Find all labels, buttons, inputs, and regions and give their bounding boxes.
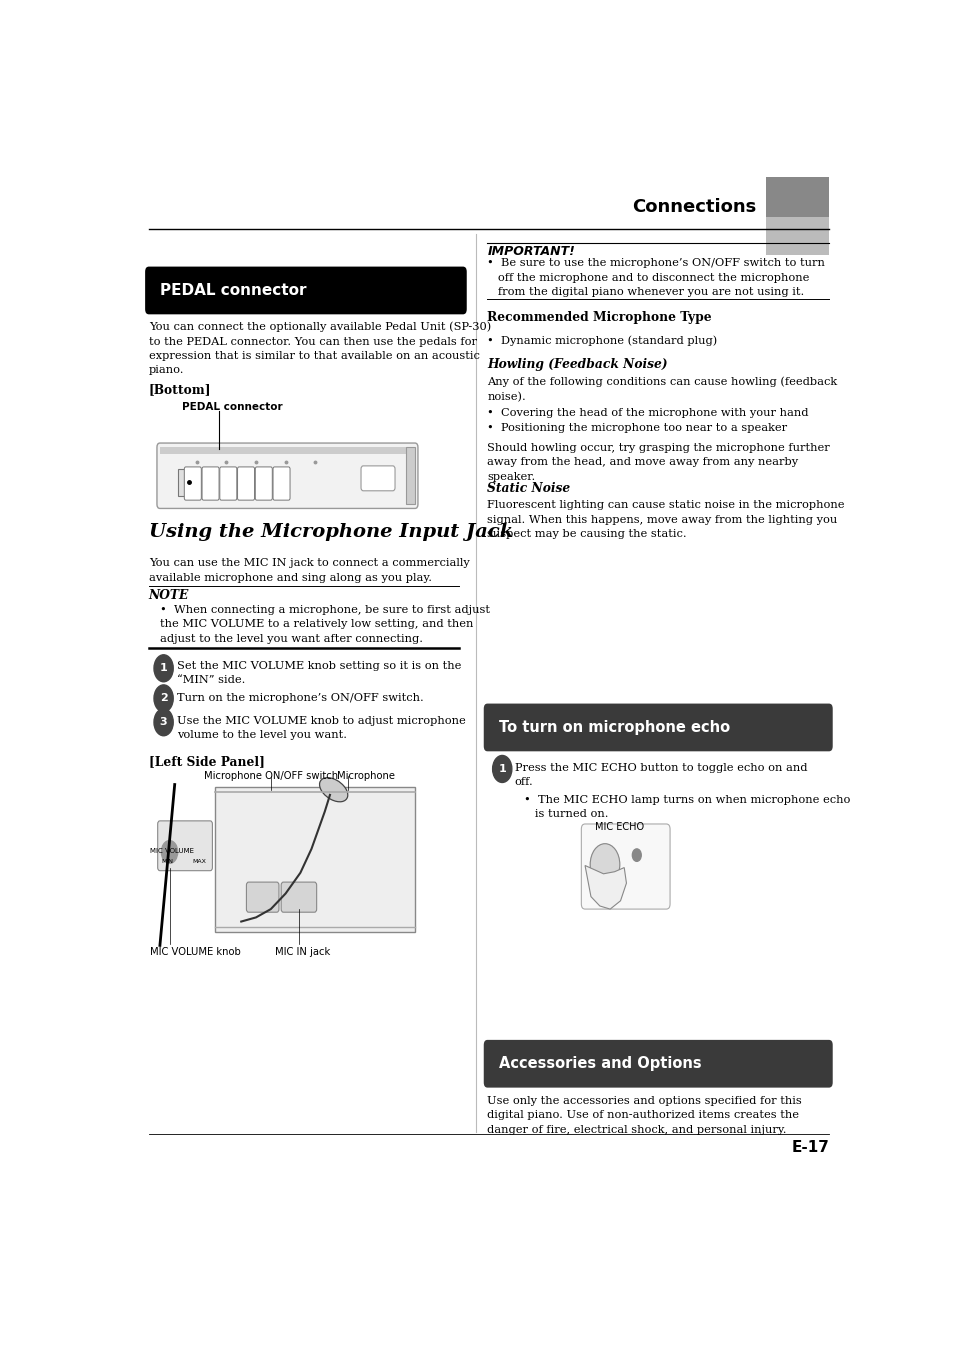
Text: 1: 1 <box>159 663 168 673</box>
Text: Use the MIC VOLUME knob to adjust microphone
volume to the level you want.: Use the MIC VOLUME knob to adjust microp… <box>176 716 465 740</box>
FancyBboxPatch shape <box>145 267 466 314</box>
Circle shape <box>161 841 177 864</box>
Text: Should howling occur, try grasping the microphone further
away from the head, an: Should howling occur, try grasping the m… <box>487 443 829 481</box>
FancyBboxPatch shape <box>219 466 236 500</box>
Circle shape <box>632 849 640 861</box>
Text: •  Covering the head of the microphone with your hand: • Covering the head of the microphone wi… <box>487 407 808 418</box>
Text: Microphone ON/OFF switch: Microphone ON/OFF switch <box>204 771 338 780</box>
FancyBboxPatch shape <box>273 466 290 500</box>
Text: Connections: Connections <box>632 198 756 217</box>
Text: Any of the following conditions can cause howling (feedback
noise).: Any of the following conditions can caus… <box>487 376 837 402</box>
Text: •  When connecting a microphone, be sure to first adjust
the MIC VOLUME to a rel: • When connecting a microphone, be sure … <box>160 605 490 644</box>
Text: [Bottom]: [Bottom] <box>149 383 212 396</box>
Text: To turn on microphone echo: To turn on microphone echo <box>498 720 729 735</box>
Text: You can use the MIC IN jack to connect a commercially
available microphone and s: You can use the MIC IN jack to connect a… <box>149 558 469 582</box>
Text: Turn on the microphone’s ON/OFF switch.: Turn on the microphone’s ON/OFF switch. <box>176 693 423 704</box>
FancyBboxPatch shape <box>483 704 832 751</box>
Text: Howling (Feedback Noise): Howling (Feedback Noise) <box>487 359 667 371</box>
Text: You can connect the optionally available Pedal Unit (SP-30)
to the PEDAL connect: You can connect the optionally available… <box>149 322 491 375</box>
Text: [Left Side Panel]: [Left Side Panel] <box>149 755 264 768</box>
Text: Press the MIC ECHO button to toggle echo on and
off.: Press the MIC ECHO button to toggle echo… <box>515 763 806 787</box>
Text: Using the Microphone Input Jack: Using the Microphone Input Jack <box>149 523 513 541</box>
Bar <box>160 448 415 454</box>
Polygon shape <box>215 787 415 931</box>
FancyBboxPatch shape <box>237 466 254 500</box>
Text: Set the MIC VOLUME knob setting so it is on the
“MIN” side.: Set the MIC VOLUME knob setting so it is… <box>176 661 461 685</box>
Text: Use only the accessories and options specified for this
digital piano. Use of no: Use only the accessories and options spe… <box>487 1096 801 1135</box>
Text: PEDAL connector: PEDAL connector <box>160 283 306 298</box>
FancyBboxPatch shape <box>177 469 199 496</box>
FancyBboxPatch shape <box>157 443 417 508</box>
Text: •  Be sure to use the microphone’s ON/OFF switch to turn
   off the microphone a: • Be sure to use the microphone’s ON/OFF… <box>487 259 824 297</box>
Text: 3: 3 <box>160 717 167 728</box>
Text: MIC ECHO: MIC ECHO <box>594 822 643 832</box>
Text: IMPORTANT!: IMPORTANT! <box>487 245 575 257</box>
FancyBboxPatch shape <box>360 466 395 491</box>
Text: MIC VOLUME knob: MIC VOLUME knob <box>151 948 241 957</box>
Text: PEDAL connector: PEDAL connector <box>182 402 282 411</box>
Text: MIN: MIN <box>161 860 173 864</box>
Text: 1: 1 <box>497 764 506 774</box>
Circle shape <box>153 709 173 736</box>
Text: Accessories and Options: Accessories and Options <box>498 1057 700 1072</box>
FancyBboxPatch shape <box>202 466 219 500</box>
Text: •  The MIC ECHO lamp turns on when microphone echo
   is turned on.: • The MIC ECHO lamp turns on when microp… <box>524 795 850 820</box>
Ellipse shape <box>319 778 348 802</box>
Text: •  Positioning the microphone too near to a speaker: • Positioning the microphone too near to… <box>487 423 787 433</box>
Text: Microphone: Microphone <box>337 771 395 780</box>
Text: NOTE: NOTE <box>149 589 189 603</box>
Text: MIC IN jack: MIC IN jack <box>274 948 330 957</box>
Text: Recommended Microphone Type: Recommended Microphone Type <box>487 311 711 325</box>
FancyBboxPatch shape <box>483 1039 832 1088</box>
Circle shape <box>492 755 512 782</box>
Text: Static Noise: Static Noise <box>487 483 570 496</box>
FancyBboxPatch shape <box>255 466 272 500</box>
Bar <box>765 178 828 217</box>
FancyBboxPatch shape <box>246 882 278 913</box>
Bar <box>406 448 415 504</box>
Text: MAX: MAX <box>193 860 206 864</box>
Text: E-17: E-17 <box>790 1140 828 1155</box>
Circle shape <box>590 844 619 886</box>
Circle shape <box>153 685 173 712</box>
Bar <box>765 217 828 255</box>
FancyBboxPatch shape <box>281 882 316 913</box>
Polygon shape <box>584 865 626 909</box>
FancyBboxPatch shape <box>184 466 201 500</box>
Text: MIC VOLUME: MIC VOLUME <box>150 848 193 855</box>
FancyBboxPatch shape <box>580 824 669 909</box>
Text: Fluorescent lighting can cause static noise in the microphone
signal. When this : Fluorescent lighting can cause static no… <box>487 500 844 539</box>
FancyBboxPatch shape <box>157 821 213 871</box>
Text: 2: 2 <box>159 693 168 704</box>
Text: •  Dynamic microphone (standard plug): • Dynamic microphone (standard plug) <box>487 336 717 345</box>
Circle shape <box>153 655 173 682</box>
